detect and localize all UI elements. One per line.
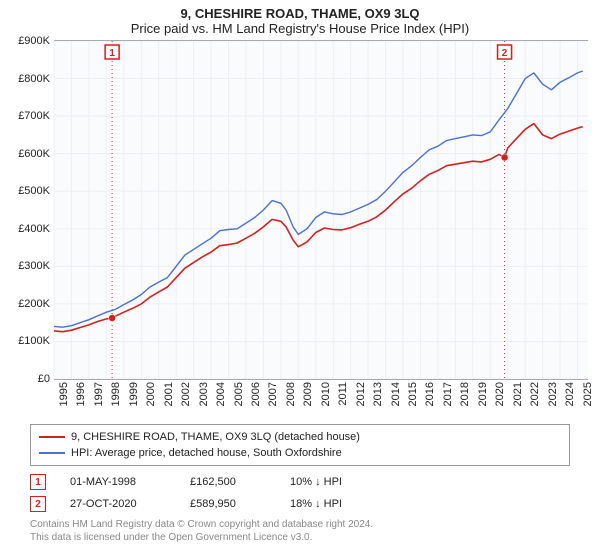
legend-box: 9, CHESHIRE ROAD, THAME, OX9 3LQ (detach… (30, 424, 570, 466)
legend-swatch (39, 436, 65, 438)
x-axis-tick-label: 2007 (267, 382, 279, 406)
chart-svg: 12 (54, 41, 588, 379)
y-axis-tick-label: £500K (2, 185, 50, 197)
sale-pct-vs-hpi: 10% ↓ HPI (290, 476, 410, 488)
x-axis-tick-label: 2004 (215, 382, 227, 406)
y-axis-tick-label: £800K (2, 73, 50, 85)
y-axis-tick-label: £200K (2, 298, 50, 310)
x-axis-tick-label: 2006 (250, 382, 262, 406)
x-axis-tick-label: 2010 (320, 382, 332, 406)
x-axis-tick-label: 2002 (180, 382, 192, 406)
y-axis-tick-label: £600K (2, 148, 50, 160)
x-axis-tick-label: 2012 (355, 382, 367, 406)
x-axis-tick-label: 2000 (145, 382, 157, 406)
x-axis-tick-label: 2013 (372, 382, 384, 406)
sale-price: £162,500 (190, 476, 290, 488)
x-axis-tick-label: 2014 (390, 382, 402, 406)
sale-price: £589,950 (190, 498, 290, 510)
footer-line1: Contains HM Land Registry data © Crown c… (30, 518, 570, 531)
x-axis-label-group: 1995 1996 1997 1998 1999 2000 2001 2002 2003 2004… (54, 380, 588, 422)
legend-item: 9, CHESHIRE ROAD, THAME, OX9 3LQ (detach… (39, 429, 561, 445)
x-axis-tick-label: 2021 (512, 382, 524, 406)
x-axis-tick-label: 2017 (442, 382, 454, 406)
x-axis-tick-label: 2023 (547, 382, 559, 406)
svg-text:2: 2 (502, 48, 508, 59)
sale-marker-box: 2 (30, 496, 46, 512)
sale-events-table: 1 01-MAY-1998£162,50010% ↓ HPI 2 27-OCT-202… (30, 474, 570, 512)
x-axis-tick-label: 2020 (494, 382, 506, 406)
sale-marker-box: 1 (30, 474, 46, 490)
x-axis-tick-label: 2025 (582, 382, 594, 406)
x-axis-tick-label: 2011 (337, 382, 349, 406)
x-axis-tick-label: 2019 (477, 382, 489, 406)
x-axis-tick-label: 2003 (198, 382, 210, 406)
y-axis-tick-label: £100K (2, 335, 50, 347)
legend-label: HPI: Average price, detached house, Sout… (71, 447, 342, 459)
chart-plot-area: £0£100K£200K£300K£400K£500K£600K£700K£80… (54, 40, 588, 380)
y-axis-tick-label: £900K (2, 35, 50, 47)
svg-text:1: 1 (109, 48, 115, 59)
x-axis-tick-label: 1995 (58, 382, 70, 406)
x-axis-tick-label: 2024 (564, 382, 576, 406)
y-axis-tick-label: £700K (2, 110, 50, 122)
footer-line2: This data is licensed under the Open Gov… (30, 531, 570, 544)
x-axis-tick-label: 1996 (75, 382, 87, 406)
sale-pct-vs-hpi: 18% ↓ HPI (290, 498, 410, 510)
x-axis-tick-label: 1998 (110, 382, 122, 406)
sale-row: 1 01-MAY-1998£162,50010% ↓ HPI (30, 474, 570, 490)
x-axis-tick-label: 2008 (285, 382, 297, 406)
x-axis-tick-label: 2016 (424, 382, 436, 406)
chart-title: 9, CHESHIRE ROAD, THAME, OX9 3LQ (0, 0, 600, 21)
legend-item: HPI: Average price, detached house, Sout… (39, 445, 561, 461)
sale-date: 27-OCT-2020 (70, 498, 190, 510)
y-axis-tick-label: £0 (2, 373, 50, 385)
x-axis-tick-label: 2022 (529, 382, 541, 406)
y-axis-tick-label: £300K (2, 260, 50, 272)
x-axis-tick-label: 2015 (407, 382, 419, 406)
sale-date: 01-MAY-1998 (70, 476, 190, 488)
x-axis-tick-label: 1999 (128, 382, 140, 406)
y-axis-tick-label: £400K (2, 223, 50, 235)
x-axis-tick-label: 2009 (302, 382, 314, 406)
legend-swatch (39, 452, 65, 454)
x-axis-tick-label: 2001 (163, 382, 175, 406)
x-axis-tick-label: 1997 (93, 382, 105, 406)
legend-label: 9, CHESHIRE ROAD, THAME, OX9 3LQ (detach… (71, 431, 360, 443)
chart-subtitle: Price paid vs. HM Land Registry's House … (0, 21, 600, 40)
sale-row: 2 27-OCT-2020£589,95018% ↓ HPI (30, 496, 570, 512)
x-axis-tick-label: 2018 (459, 382, 471, 406)
footer-attribution: Contains HM Land Registry data © Crown c… (30, 518, 570, 544)
x-axis-tick-label: 2005 (233, 382, 245, 406)
